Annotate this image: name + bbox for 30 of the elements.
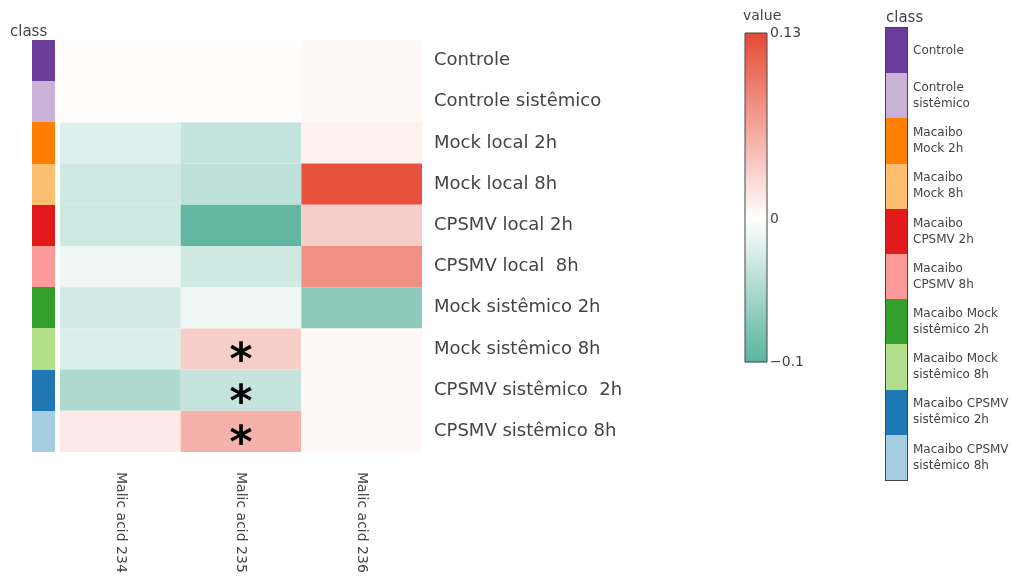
category-label: Controle — [913, 42, 964, 57]
color-bar-label: 0 — [770, 209, 779, 226]
y-tick-label: Controle sistêmico — [434, 89, 602, 111]
y-tick-label: Mock sistêmico 2h — [434, 295, 601, 317]
category-label: Macaibo CPSMV sistêmico 2h — [913, 396, 1010, 427]
y-tick-label: CPSMV local 8h — [434, 254, 579, 276]
x-tick-label: Malic acid 236 — [355, 472, 372, 573]
y-tick-label: Mock local 8h — [434, 171, 558, 193]
x-tick-label: Malic acid 234 — [113, 472, 130, 573]
color-bar-label: −0.1 — [770, 352, 804, 369]
y-tick-label: Mock sistêmico 8h — [434, 336, 601, 358]
category-label: Macaibo CPSMV 8h — [913, 260, 974, 291]
x-tick-label: Malic acid 235 — [234, 472, 251, 573]
y-tick-label: Mock local 2h — [434, 130, 558, 152]
color-bar-label: 0.13 — [770, 23, 802, 40]
data-label: * — [229, 415, 253, 467]
y-tick-label: Controle — [434, 48, 511, 70]
category-label: Macaibo Mock sistêmico 2h — [913, 305, 999, 336]
category-label: Controle sistêmico — [913, 79, 970, 110]
category-label: Macaibo Mock 8h — [913, 170, 964, 201]
category-label: Macaibo CPSMV sistêmico 8h — [913, 441, 1010, 472]
category-label: Macaibo Mock sistêmico 8h — [913, 351, 999, 382]
y-tick-label: CPSMV sistêmico 2h — [434, 377, 623, 399]
y-tick-label: CPSMV sistêmico 8h — [434, 419, 617, 441]
legend-title: class — [886, 8, 924, 26]
text: class — [10, 22, 48, 40]
category-label: Macaibo Mock 2h — [913, 125, 964, 156]
y-tick-label: CPSMV local 2h — [434, 213, 573, 235]
color-bar-title: value — [743, 7, 782, 23]
category-label: Macaibo CPSMV 2h — [913, 215, 974, 246]
